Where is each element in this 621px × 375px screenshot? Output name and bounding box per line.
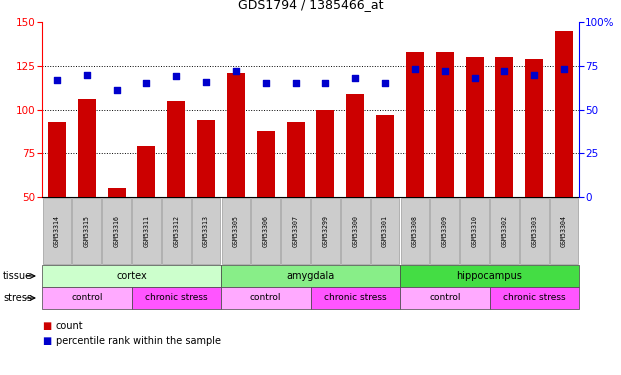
Point [380,80,390,86]
Text: ■: ■ [42,321,52,331]
Point [231,68,241,74]
Point [440,68,450,74]
Text: GSM53306: GSM53306 [263,215,269,247]
Point [499,68,509,74]
Text: ■: ■ [42,336,52,346]
Text: GSM53300: GSM53300 [352,215,358,247]
Point [320,80,330,86]
Bar [466,57,484,197]
Bar [347,94,364,197]
Bar [137,146,155,197]
Bar [167,101,185,197]
Bar [555,31,573,197]
Text: GSM53313: GSM53313 [203,215,209,247]
Bar [197,120,215,197]
Point [261,80,271,86]
Point [112,87,122,93]
Text: GSM53301: GSM53301 [382,215,388,247]
Text: tissue: tissue [3,271,32,281]
Text: chronic stress: chronic stress [503,294,566,303]
Bar [287,122,304,197]
Point [469,75,479,81]
Text: GSM53312: GSM53312 [173,215,179,247]
Point [350,75,360,81]
Point [171,73,181,79]
Bar [107,188,125,197]
Point [410,66,420,72]
Text: GSM53316: GSM53316 [114,215,120,247]
Point [52,77,62,83]
Point [291,80,301,86]
Text: GSM53307: GSM53307 [292,215,299,247]
Text: amygdala: amygdala [286,271,335,281]
Text: GSM53314: GSM53314 [54,215,60,247]
Point [82,72,92,78]
Text: GSM53315: GSM53315 [84,215,90,247]
Text: hippocampus: hippocampus [456,271,522,281]
Text: GSM53304: GSM53304 [561,215,567,247]
Text: GSM53305: GSM53305 [233,215,239,247]
Bar [436,52,454,197]
Bar [257,130,274,197]
Bar [525,59,543,197]
Bar [78,99,96,197]
Bar [317,110,334,197]
Bar [48,122,66,197]
Text: GSM53302: GSM53302 [501,215,507,247]
Text: control: control [429,294,461,303]
Text: stress: stress [3,293,32,303]
Text: chronic stress: chronic stress [145,294,207,303]
Point [201,78,211,84]
Point [529,72,539,78]
Point [142,80,152,86]
Bar [406,52,424,197]
Bar [227,73,245,197]
Text: count: count [56,321,83,331]
Text: GSM53308: GSM53308 [412,215,418,247]
Text: GSM53310: GSM53310 [471,215,478,247]
Bar [496,57,514,197]
Text: cortex: cortex [116,271,147,281]
Text: chronic stress: chronic stress [324,294,386,303]
Text: GSM53309: GSM53309 [442,215,448,247]
Text: control: control [250,294,281,303]
Point [559,66,569,72]
Text: GSM53311: GSM53311 [143,215,150,247]
Text: GSM53303: GSM53303 [531,215,537,247]
Text: percentile rank within the sample: percentile rank within the sample [56,336,220,346]
Text: control: control [71,294,102,303]
Text: GDS1794 / 1385466_at: GDS1794 / 1385466_at [238,0,383,11]
Text: GSM53299: GSM53299 [322,215,329,247]
Bar [376,115,394,197]
